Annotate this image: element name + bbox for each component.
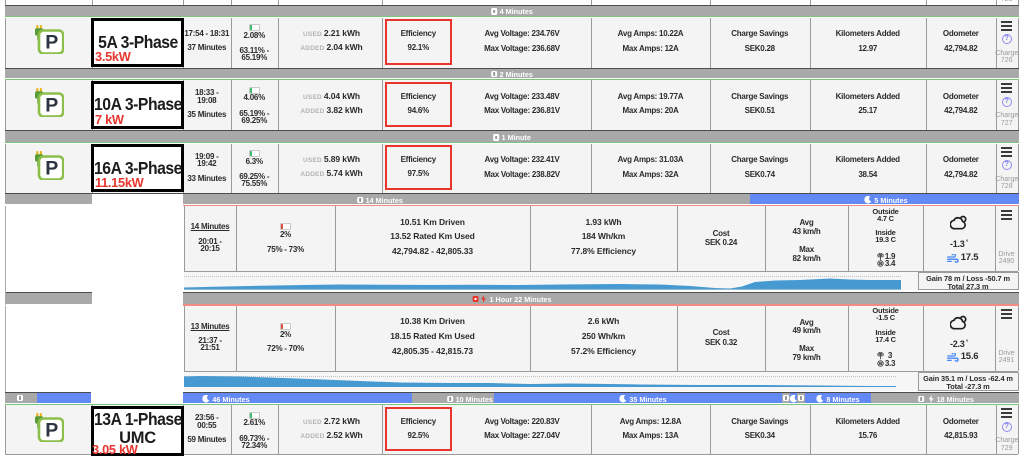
svg-text:P: P <box>45 158 58 180</box>
svg-text:P: P <box>45 32 58 54</box>
svg-text:P: P <box>45 419 58 441</box>
svg-text:P: P <box>45 94 58 116</box>
